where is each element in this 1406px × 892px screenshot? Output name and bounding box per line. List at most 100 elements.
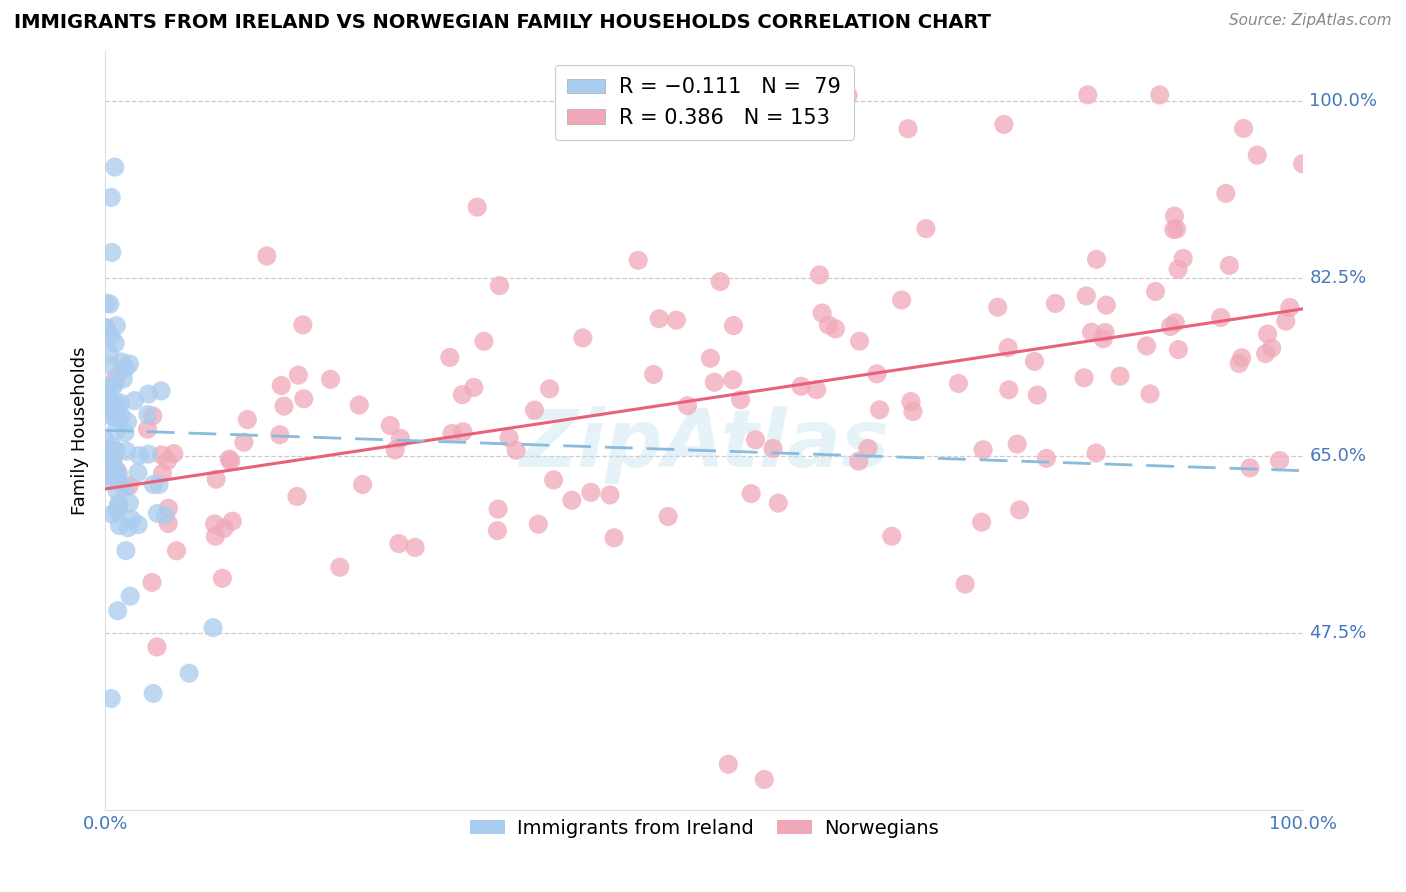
Point (472, 334, 495, 349)
Point (603, 531, 626, 545)
Point (103, 459, 125, 474)
Point (121, 512, 143, 526)
Point (211, 571, 233, 585)
Point (717, 757, 740, 772)
Point (380, 418, 402, 433)
Point (349, 398, 371, 412)
Point (1254, 346, 1277, 360)
Point (115, 543, 138, 558)
Point (856, 442, 879, 456)
Point (648, 311, 671, 326)
Point (291, 318, 314, 332)
Point (104, 336, 127, 351)
Point (997, 383, 1019, 397)
Point (915, 221, 938, 235)
Point (148, 477, 170, 491)
Point (523, 403, 546, 417)
Point (806, 383, 828, 397)
Point (107, 604, 129, 618)
Point (94, 433, 117, 447)
Point (101, 458, 124, 473)
Point (104, 160, 127, 174)
Point (1215, 186, 1237, 201)
Point (142, 409, 165, 423)
Point (96, 321, 118, 335)
Point (768, 496, 790, 510)
Point (824, 322, 846, 336)
Point (177, 666, 200, 681)
Point (120, 589, 142, 603)
Point (890, 293, 912, 307)
Point (157, 501, 180, 516)
Point (1274, 314, 1296, 328)
Point (1246, 148, 1268, 162)
Point (1135, 339, 1157, 353)
Point (1149, 87, 1171, 102)
Point (103, 379, 125, 393)
Point (880, 529, 903, 543)
Point (136, 422, 159, 436)
Point (105, 318, 128, 333)
Point (101, 508, 124, 522)
Point (292, 392, 315, 406)
Point (150, 448, 173, 462)
Point (790, 379, 813, 393)
Point (100, 329, 122, 343)
Point (1230, 351, 1253, 365)
Point (451, 425, 474, 439)
Point (987, 300, 1010, 314)
Point (1080, 325, 1102, 339)
Point (112, 372, 135, 386)
Point (94, 408, 117, 422)
Point (1291, 157, 1313, 171)
Point (287, 368, 309, 383)
Point (721, 373, 744, 387)
Point (669, 96, 692, 111)
Point (141, 575, 163, 590)
Point (97, 385, 120, 400)
Point (972, 442, 994, 457)
Point (101, 245, 124, 260)
Point (136, 408, 159, 422)
Point (96, 321, 118, 335)
Point (105, 396, 128, 410)
Point (1095, 298, 1118, 312)
Point (970, 515, 993, 529)
Point (98, 347, 121, 361)
Point (1139, 387, 1161, 401)
Point (730, 392, 752, 407)
Point (107, 409, 129, 424)
Point (97, 391, 120, 405)
Point (107, 467, 129, 482)
Point (1257, 327, 1279, 342)
Point (232, 435, 254, 450)
Point (157, 516, 180, 531)
Point (543, 473, 565, 487)
Point (146, 506, 169, 520)
Point (98, 358, 121, 372)
Point (105, 470, 128, 484)
Point (997, 341, 1019, 355)
Point (101, 406, 124, 420)
Point (256, 249, 278, 263)
Point (101, 453, 124, 467)
Point (676, 399, 699, 413)
Point (114, 425, 136, 440)
Point (1167, 262, 1189, 277)
Point (105, 443, 128, 458)
Point (104, 376, 127, 390)
Point (96, 380, 118, 394)
Point (1232, 121, 1254, 136)
Point (1026, 388, 1049, 402)
Point (156, 454, 179, 468)
Point (136, 387, 159, 401)
Point (114, 361, 136, 376)
Point (202, 621, 225, 635)
Point (155, 508, 177, 523)
Point (1144, 285, 1167, 299)
Point (218, 452, 240, 467)
Point (754, 772, 776, 787)
Point (352, 477, 374, 491)
Text: Source: ZipAtlas.com: Source: ZipAtlas.com (1229, 13, 1392, 29)
Point (107, 500, 129, 514)
